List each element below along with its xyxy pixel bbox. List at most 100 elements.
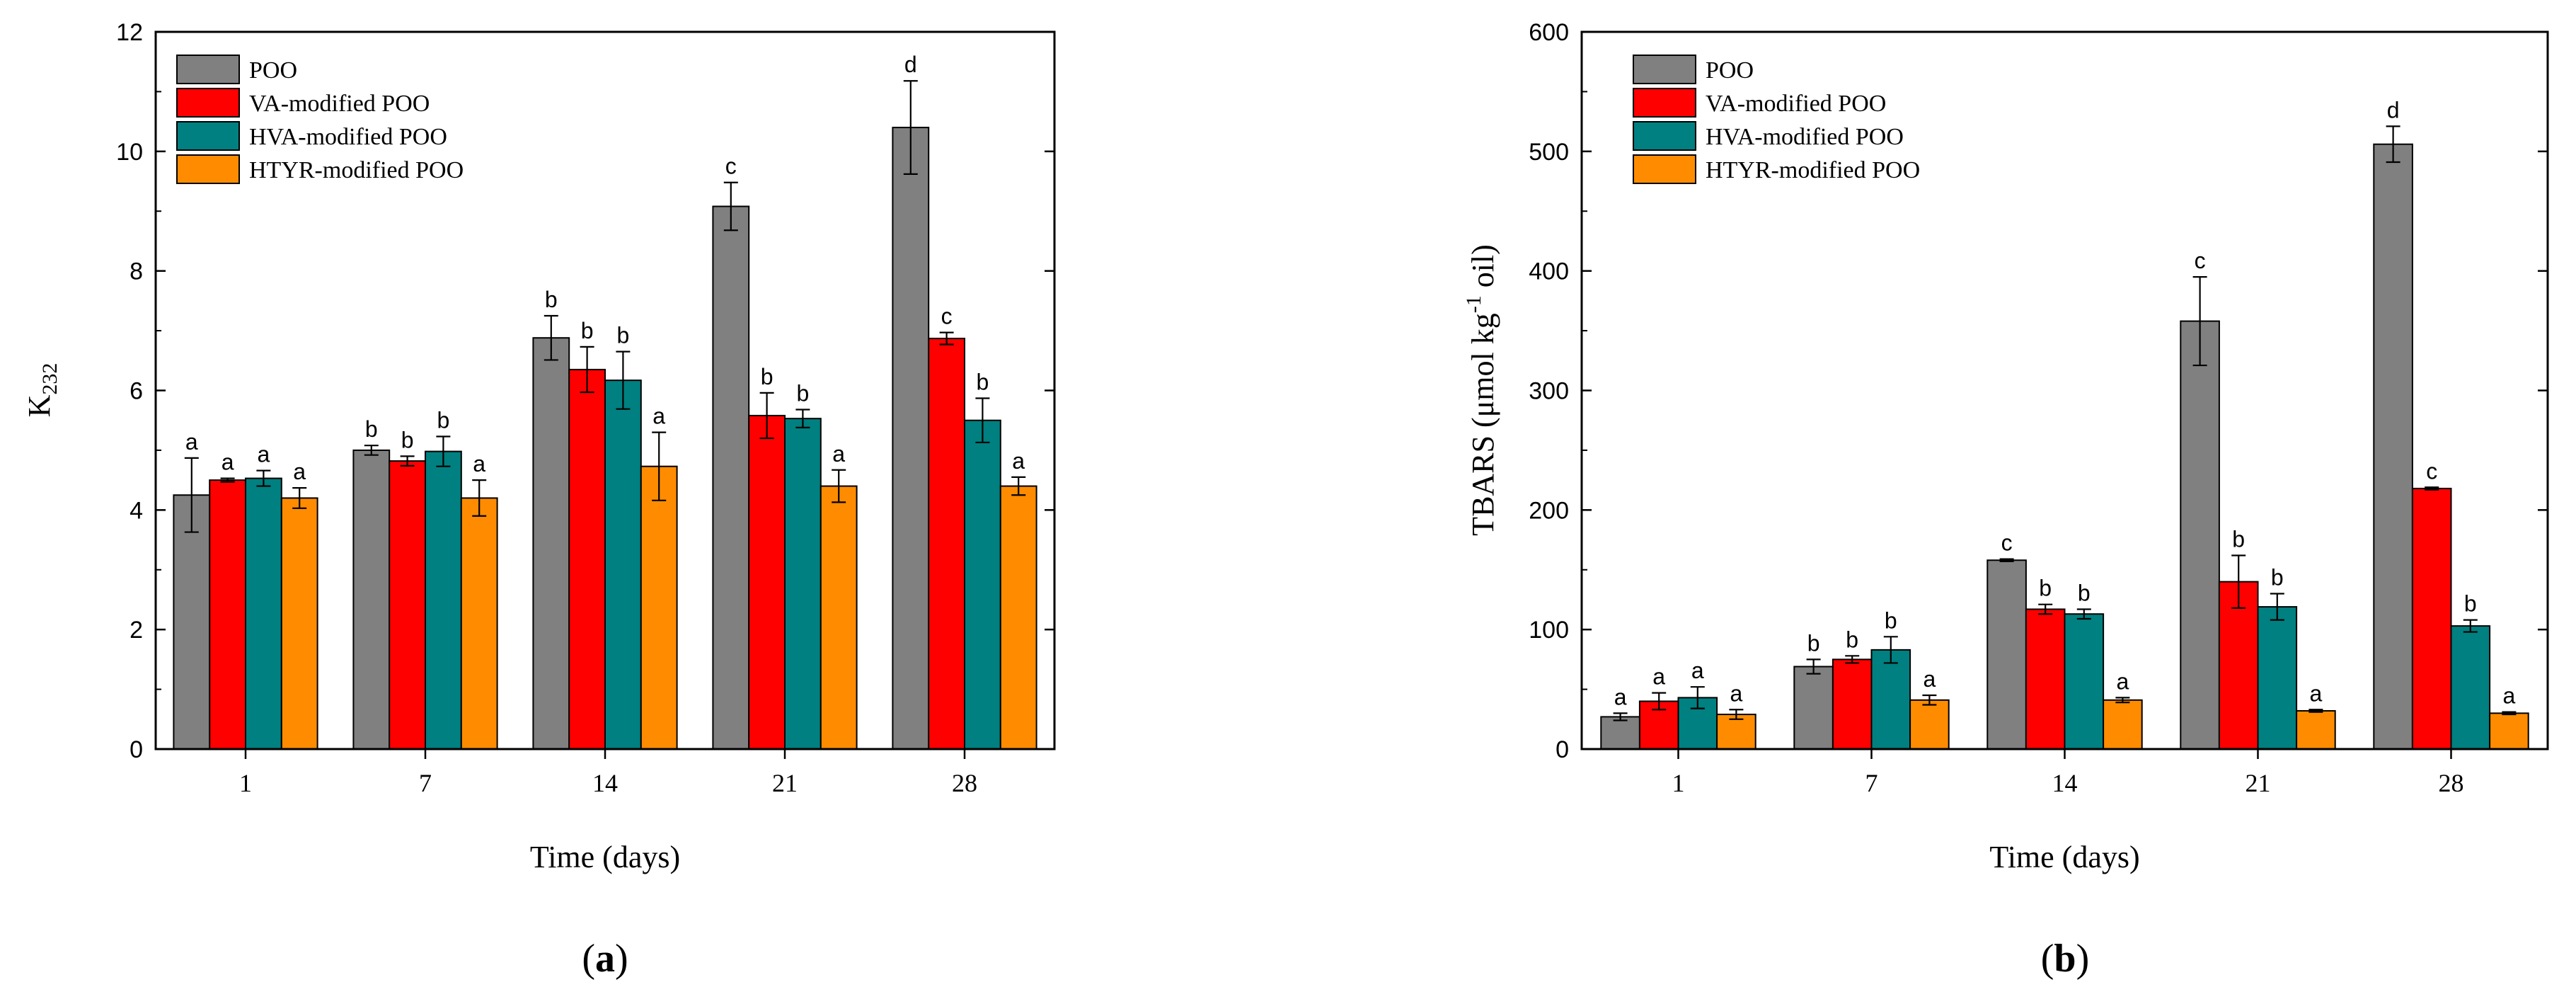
panel-a-legend-label: HTYR-modified POO [249, 157, 464, 183]
panel-b-bar-poo [1986, 559, 2027, 750]
panel-b-bar-poo [2180, 320, 2220, 750]
panel-b-significance-letter: b [1846, 627, 1858, 652]
panel-a-bar-htyr-modified-poo [640, 465, 678, 750]
panel-b-ytick-label: 600 [1529, 19, 1569, 46]
panel-b-bar-htyr-modified-poo [1909, 699, 1950, 750]
panel-a-bar-htyr-modified-poo [280, 497, 318, 750]
panel-b-significance-letter: c [2195, 248, 2206, 273]
panel-b-legend-label: POO [1706, 57, 1754, 84]
panel-b-significance-letter: a [2117, 668, 2129, 694]
panel-a-significance-letter: b [401, 427, 414, 452]
panel-b-significance-letter: b [2078, 580, 2091, 605]
panel-b-significance-letter: b [1807, 630, 1820, 656]
panel-b-xtick-label: 1 [1672, 769, 1685, 797]
panel-a-bar-va-modified-poo [209, 479, 247, 750]
panel-b-panel-label: (b) [2041, 937, 2089, 981]
panel-a-bar-htyr-modified-poo [460, 497, 498, 750]
panel-a-ytick-label: 0 [130, 736, 143, 763]
panel-b-yaxis-title-superscript: -1 [1462, 295, 1485, 313]
panel-a-xaxis-title: Time (days) [530, 840, 680, 874]
panel-a-bar-hva-modified-poo [245, 477, 282, 750]
panel-b-bar-poo [1793, 666, 1834, 750]
panel-b-significance-letter: a [2503, 683, 2516, 709]
panel-a-bar-poo [352, 449, 391, 750]
panel-a-significance-letter: a [473, 451, 485, 476]
panel-a-legend-label: POO [249, 57, 297, 84]
panel-b-significance-letter: a [1691, 658, 1704, 683]
panel-a-significance-letter: b [365, 416, 378, 442]
panel-a-bar-va-modified-poo [928, 338, 965, 750]
panel-a-ytick-label: 12 [116, 19, 143, 46]
panel-a-significance-letter: a [185, 429, 198, 455]
panel-a-significance-letter: b [545, 287, 558, 312]
panel-a-xtick-label: 7 [419, 769, 432, 797]
panel-a-yaxis-title-subscript: 232 [38, 363, 62, 395]
panel-a-bar-poo [892, 127, 930, 750]
panel-b-significance-letter: b [2271, 565, 2284, 590]
panel-b-legend-swatch [1633, 55, 1696, 84]
panel-a-significance-letter: a [258, 442, 270, 467]
panel-b-bar-hva-modified-poo [2064, 613, 2105, 750]
panel-b-yaxis-title: TBARS (μmol kg-1 oil) [1462, 244, 1500, 536]
panel-a-significance-letter: b [797, 381, 810, 406]
panel-a-xtick-label: 1 [239, 769, 252, 797]
panel-b-xtick-label: 14 [2052, 769, 2078, 797]
panel-a-significance-letter: b [617, 323, 630, 348]
panel-a-significance-letter: c [941, 304, 953, 329]
panel-b-legend-label: HVA-modified POO [1706, 124, 1904, 150]
panel-b-panel-label-open: ( [2041, 937, 2054, 981]
panel-a-legend-swatch [176, 154, 240, 184]
panel-b-bar-hva-modified-poo [1870, 649, 1911, 750]
panel-b-significance-letter: b [2039, 576, 2052, 601]
panel-b-legend-label: VA-modified POO [1706, 91, 1886, 117]
panel-b-significance-letter: a [1924, 666, 1936, 692]
panel-b-xtick-label: 7 [1865, 769, 1878, 797]
panel-b-bar-htyr-modified-poo [2103, 699, 2143, 750]
panel-a-panel-label-letter: a [595, 937, 615, 981]
panel-b-xtick-label: 21 [2246, 769, 2271, 797]
panel-a-bar-va-modified-poo [389, 460, 427, 750]
panel-b-significance-letter: c [2001, 530, 2013, 556]
panel-b-significance-letter: b [2464, 591, 2477, 617]
panel-b-bar-va-modified-poo [2411, 487, 2452, 750]
panel-a-bar-poo [712, 205, 750, 750]
panel-b-significance-letter: a [1652, 664, 1665, 690]
panel-b-ytick-label: 300 [1529, 378, 1569, 405]
panel-a-bar-hva-modified-poo [425, 450, 462, 750]
panel-b-significance-letter: b [2232, 526, 2245, 552]
panel-b-legend-swatch [1633, 88, 1696, 118]
panel-a-bar-va-modified-poo [748, 414, 786, 750]
panel-b-significance-letter: a [1614, 684, 1627, 709]
panel-b-bar-htyr-modified-poo [2489, 712, 2529, 750]
panel-b-bar-poo [1600, 716, 1640, 750]
panel-b-bar-poo [2373, 143, 2413, 750]
panel-a-bar-htyr-modified-poo [999, 485, 1037, 750]
panel-b-bar-va-modified-poo [2025, 608, 2066, 750]
panel-a-significance-letter: a [652, 404, 665, 429]
panel-a-bar-hva-modified-poo [784, 418, 822, 750]
panel-b-ytick-label: 400 [1529, 258, 1569, 285]
panel-b-significance-letter: c [2426, 458, 2437, 484]
panel-a-yaxis-title-main: K [22, 394, 57, 417]
panel-a-significance-letter: a [832, 441, 845, 467]
panel-a-legend-swatch [176, 121, 240, 151]
panel-a-bar-hva-modified-poo [604, 379, 642, 750]
panel-a-ytick-label: 4 [130, 497, 143, 524]
panel-b-ytick-label: 0 [1556, 736, 1569, 763]
panel-a-significance-letter: a [222, 450, 234, 475]
panel-b-bar-hva-modified-poo [2450, 625, 2491, 750]
panel-a-legend-swatch [176, 88, 240, 118]
panel-a-ytick-label: 2 [130, 617, 143, 644]
panel-a-bar-hva-modified-poo [964, 419, 1001, 750]
panel-b-significance-letter: a [1730, 680, 1743, 706]
panel-a-xtick-label: 21 [772, 769, 798, 797]
panel-a-significance-letter: b [581, 318, 594, 343]
panel-a-bar-poo [532, 337, 570, 750]
panel-b-xaxis-title: Time (days) [1989, 840, 2139, 874]
panel-a-significance-letter: d [904, 52, 917, 77]
panel-b-bar-htyr-modified-poo [2296, 709, 2336, 750]
panel-b-panel-label-close: ) [2076, 937, 2090, 981]
panel-b-legend-swatch [1633, 121, 1696, 151]
panel-b-legend-label: HTYR-modified POO [1706, 157, 1920, 183]
panel-a-significance-letter: b [437, 408, 450, 433]
